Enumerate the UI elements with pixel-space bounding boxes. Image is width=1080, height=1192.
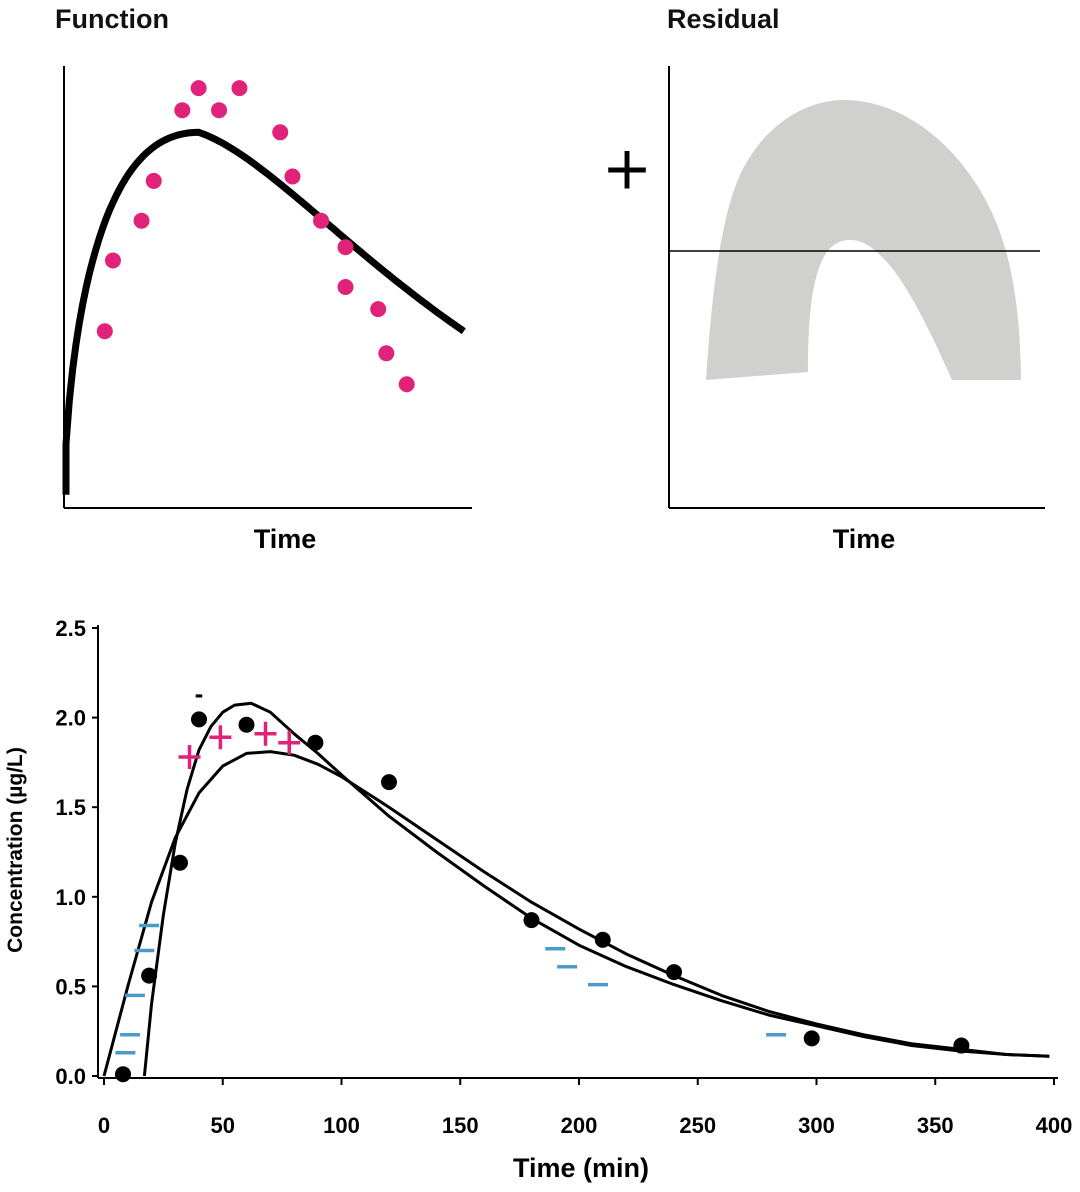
y-tick-label: 2.5 [55,616,86,641]
x-tick-label: 300 [798,1113,835,1138]
concentration-panel: 0.0 0.5 1.0 1.5 2.0 2.5 0 50 100 150 200 250 300 350… [4,616,1072,1183]
function-point [133,212,150,229]
x-tick-label: 400 [1036,1113,1073,1138]
residual-panel: Residual Time [667,4,1045,554]
conc-residual-plus-marks [178,721,301,770]
observed-point [381,774,397,791]
observed-point [172,854,188,871]
observed-point [141,967,158,984]
residual-x-label: Time [833,524,896,554]
conc-observed-points [115,711,970,1083]
function-point [231,80,248,97]
model-curve-1 [102,750,1050,1077]
residual-plus-mark [278,730,301,755]
y-tick-label: 1.0 [55,885,86,910]
residual-plus-mark [209,725,232,750]
y-tick-label: 0.0 [55,1064,86,1089]
function-point [370,301,387,318]
function-point [96,323,113,340]
residual-title: Residual [667,4,780,34]
function-panel: Function Time [55,4,472,554]
y-tick-label: 2.0 [55,706,86,731]
observed-point [666,964,682,981]
observed-point [953,1037,970,1054]
model-curve-2 [142,701,1050,1077]
observed-point [594,931,611,948]
function-point [190,80,207,97]
conc-annotation-dash: - [195,678,204,708]
function-point [378,345,395,362]
observed-point [115,1066,131,1083]
function-point [398,376,415,393]
conc-x-label: Time (min) [513,1153,649,1183]
conc-curves [102,701,1050,1077]
x-tick-label: 250 [679,1113,716,1138]
x-tick-label: 0 [98,1113,110,1138]
function-points [96,80,415,393]
function-point [174,102,191,119]
conc-residual-minus-marks [115,923,787,1055]
function-point [337,239,354,256]
observed-point [191,711,207,728]
observed-point [803,1030,820,1047]
x-tick-label: 100 [323,1113,360,1138]
function-point [211,102,228,119]
function-point [272,124,289,141]
conc-x-ticks: 0 50 100 150 200 250 300 350 400 [98,1078,1072,1138]
function-x-label: Time [254,524,317,554]
function-point [145,172,162,189]
y-tick-label: 1.5 [55,795,86,820]
conc-y-label: Concentration (µg/L) [4,747,27,953]
residual-band [706,100,1021,380]
function-point [313,212,330,229]
function-title: Function [55,4,169,34]
plus-symbol: + [602,134,652,204]
function-fitted-curve [62,128,466,495]
residual-plus-mark [254,721,277,746]
x-tick-label: 200 [561,1113,598,1138]
x-tick-label: 50 [211,1113,235,1138]
x-tick-label: 350 [917,1113,954,1138]
observed-point [523,912,540,929]
y-tick-label: 0.5 [55,974,86,999]
residual-plus-mark [178,745,201,770]
function-point [104,252,121,269]
x-tick-label: 150 [442,1113,479,1138]
function-point [337,279,354,295]
observed-point [307,734,324,751]
conc-y-ticks: 0.0 0.5 1.0 1.5 2.0 2.5 [55,616,98,1089]
function-point [284,168,301,185]
observed-point [238,716,255,733]
